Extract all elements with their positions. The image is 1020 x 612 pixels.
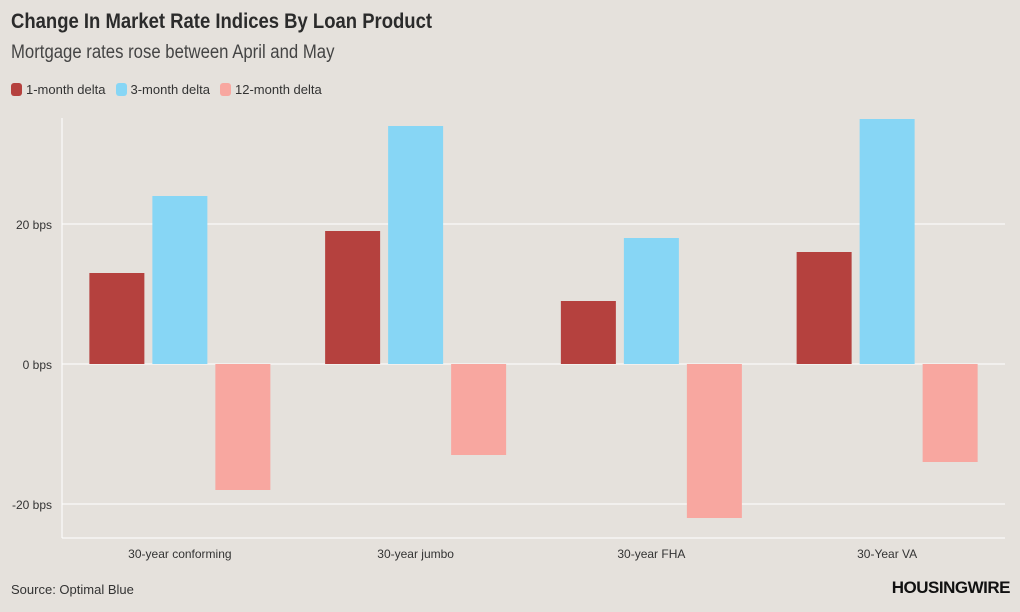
bar[interactable] — [152, 196, 208, 364]
legend-swatch-1-month — [11, 83, 22, 96]
bar[interactable] — [325, 231, 381, 364]
x-tick-label: 30-year jumbo — [377, 547, 454, 561]
bar[interactable] — [796, 252, 852, 364]
brand-logo: HOUSINGWIRE — [891, 578, 1011, 597]
bar[interactable] — [859, 119, 915, 364]
legend-item-1-month[interactable]: 1-month delta — [11, 82, 106, 97]
legend-item-3-month[interactable]: 3-month delta — [115, 82, 211, 97]
bar[interactable] — [623, 238, 679, 364]
legend-label-12-month: 12-month delta — [235, 82, 322, 97]
chart-title: Change In Market Rate Indices By Loan Pr… — [11, 10, 433, 33]
legend-swatch-12-month — [220, 83, 231, 96]
bar[interactable] — [686, 364, 742, 518]
legend-label-1-month: 1-month delta — [26, 82, 106, 97]
bar[interactable] — [89, 273, 145, 364]
y-tick-label: 0 bps — [23, 358, 52, 372]
bar[interactable] — [215, 364, 271, 490]
bar[interactable] — [922, 364, 978, 462]
y-tick-label: -20 bps — [12, 498, 52, 512]
bar[interactable] — [451, 364, 507, 455]
bar[interactable] — [388, 126, 444, 364]
x-tick-label: 30-Year VA — [857, 547, 917, 561]
legend-label-3-month: 3-month delta — [130, 82, 211, 97]
y-tick-label: 20 bps — [16, 218, 52, 232]
legend-swatch-3-month — [115, 83, 127, 96]
x-tick-label: 30-year FHA — [617, 547, 685, 561]
chart-subtitle: Mortgage rates rose between April and Ma… — [11, 42, 335, 63]
legend-item-12-month[interactable]: 12-month delta — [220, 82, 322, 97]
bar[interactable] — [560, 301, 616, 364]
source-note: Source: Optimal Blue — [11, 582, 134, 597]
legend: 1-month delta 3-month delta 12-month del… — [11, 82, 322, 97]
x-tick-label: 30-year conforming — [128, 547, 231, 561]
